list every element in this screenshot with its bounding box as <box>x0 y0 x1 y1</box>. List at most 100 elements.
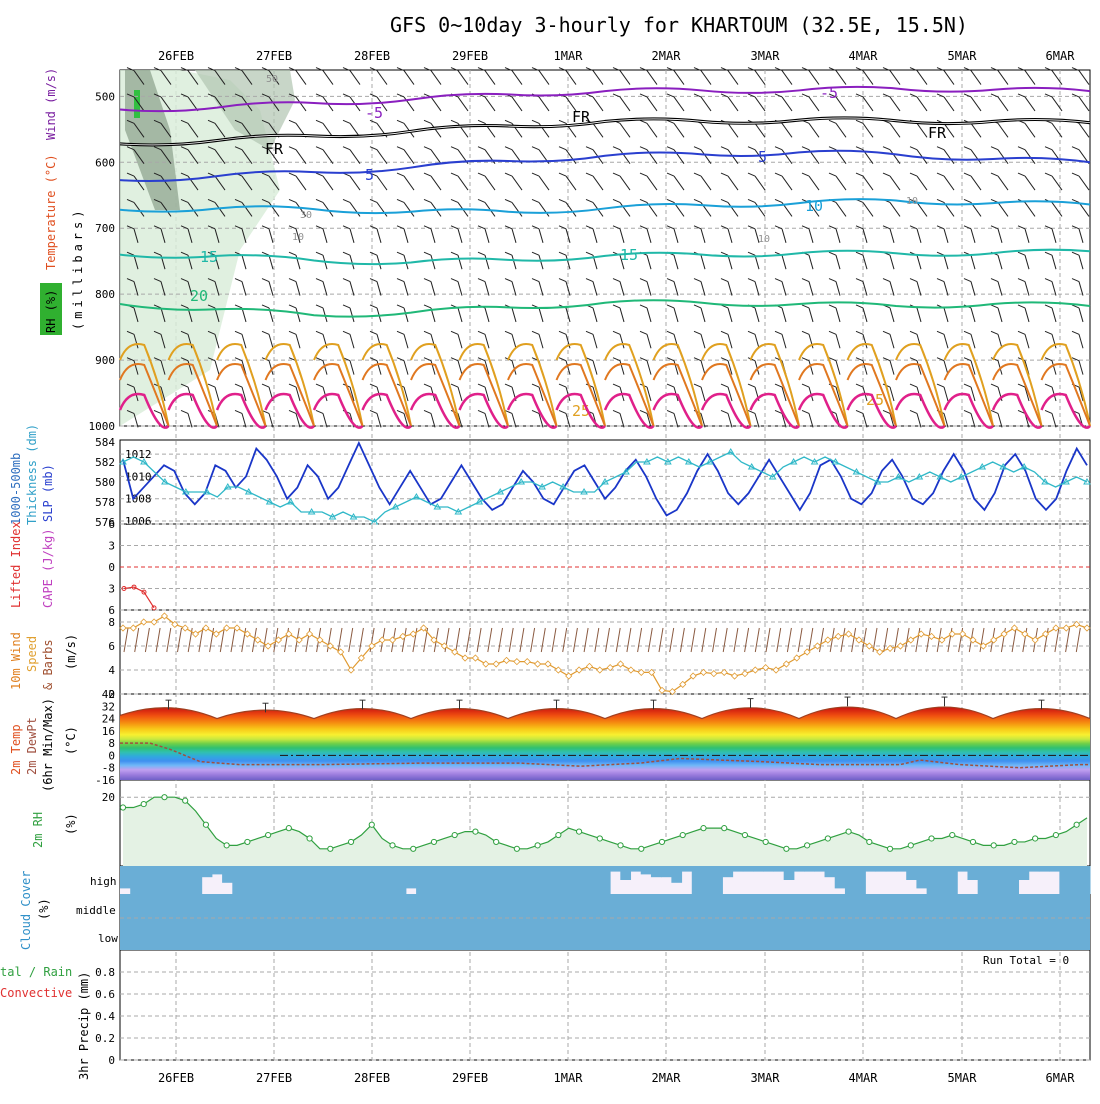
wind10-marker <box>606 664 614 672</box>
wind-barb <box>754 307 760 323</box>
wind-barb <box>268 149 280 164</box>
wind-barb-flag <box>126 93 135 98</box>
wind-barb <box>1024 123 1036 138</box>
wind-barb <box>1024 70 1036 85</box>
wind-barb <box>808 281 814 296</box>
wind-barb-flag <box>639 304 648 309</box>
wind-barb-flag <box>342 146 351 151</box>
wind-barb-flag <box>990 172 999 177</box>
wind-barb-flag <box>207 93 216 98</box>
cloud-high-bar <box>508 866 519 894</box>
wind-barb-flag <box>126 67 135 72</box>
wind-barb-flag <box>396 67 405 72</box>
wind-barb-flag <box>477 409 486 414</box>
wind-barb <box>997 123 1009 138</box>
wind-barb <box>403 413 409 428</box>
wind-barb-flag <box>585 225 594 230</box>
wind-barb-flag <box>639 172 648 177</box>
wind-barb <box>727 70 739 85</box>
wind-barb <box>889 123 901 138</box>
tick-label: 0.4 <box>95 1010 115 1023</box>
wind10-marker <box>865 642 873 650</box>
wind-barb <box>592 307 598 323</box>
wind-barb <box>160 70 172 85</box>
contour-label: -5 <box>820 84 838 102</box>
wind-barb <box>376 70 388 85</box>
wind-barb <box>835 334 841 349</box>
cloud-high-bar <box>712 866 723 894</box>
wind-barb-flag <box>774 383 783 388</box>
wind-barb <box>538 202 550 217</box>
thickness-marker <box>622 468 630 475</box>
wind-barb <box>700 386 706 402</box>
tick-label: 24 <box>102 713 116 726</box>
wind-barb <box>187 70 199 85</box>
thickness-marker <box>810 458 819 465</box>
contour-label: 5 <box>758 148 767 166</box>
bottom-date-axis: 26FEB 27FEB 28FEB 29FEB 1MAR 2MAR 3MAR 4MAR 5MAR… <box>158 1071 1075 1085</box>
wind-barb-flag <box>855 146 864 151</box>
wind-barb-flag <box>963 67 972 72</box>
wind-barb <box>349 70 361 85</box>
wind-barb-flag <box>1017 251 1026 256</box>
wind-barb-flag <box>1071 198 1080 203</box>
wind-barb-flag <box>909 330 918 335</box>
wind-barb <box>403 281 409 296</box>
wind10-marker <box>202 624 210 632</box>
wind10-barb <box>893 627 899 653</box>
wind-barb-flag <box>126 146 135 151</box>
tick-label: 580 <box>95 476 115 489</box>
tick-label: 578 <box>95 496 115 509</box>
wind-barb <box>268 255 274 270</box>
cloud-high-bar <box>314 866 325 894</box>
cloud-high-bar <box>130 866 141 894</box>
wind10-barb <box>1054 627 1060 653</box>
lifted-marker <box>131 584 137 590</box>
wind-barb <box>457 413 463 428</box>
isotherm-line-inner <box>119 117 1091 146</box>
wind-barb <box>754 228 760 243</box>
bottom-date-label: 28FEB <box>354 1071 390 1085</box>
cloud-level-middle: middle <box>76 904 116 917</box>
wind-barb-flag <box>315 172 324 177</box>
wind-barb-flag <box>693 304 702 309</box>
cloud-level-low: low <box>98 932 118 945</box>
wind-barb <box>457 360 463 375</box>
wind-barb-flag <box>369 304 378 309</box>
label-temp-1: 2m Temp <box>9 724 23 775</box>
wind10-barb <box>786 627 792 653</box>
wind-barb-flag <box>180 225 189 230</box>
wind-barb <box>160 96 172 112</box>
wind-barb-flag <box>909 172 918 177</box>
contour-label: FR <box>928 124 947 142</box>
contour-label: FR <box>265 140 284 158</box>
wind-barb-flag <box>261 198 270 203</box>
wind-barb <box>349 149 361 164</box>
thickness-marker <box>1083 478 1091 485</box>
wind-barb-flag <box>423 330 432 335</box>
wind-barb <box>592 96 604 112</box>
cloud-high-bar <box>936 866 948 894</box>
wind-barb <box>835 255 841 270</box>
wind-barb-flag <box>720 67 729 72</box>
wind-barb-flag <box>342 198 351 203</box>
bl-isotherm <box>119 343 1091 427</box>
wind-barb <box>376 202 388 217</box>
wind-barb-flag <box>909 278 918 283</box>
wind10-barb <box>551 627 557 653</box>
cloud-high-bar <box>252 866 264 894</box>
wind-barb-flag <box>369 67 378 72</box>
thickness-marker <box>999 463 1008 470</box>
thickness-marker <box>663 458 672 465</box>
wind-barb-flag <box>369 383 378 388</box>
wind-barb <box>160 202 172 217</box>
wind-barb-flag <box>936 172 945 177</box>
wind-barb-flag <box>855 278 864 283</box>
wind-barb <box>160 149 172 164</box>
thickness-marker <box>684 458 693 465</box>
wind-barb <box>403 360 409 375</box>
wind-barb-flag <box>207 304 216 309</box>
temp-line <box>119 706 1091 720</box>
wind-barb-flag <box>828 67 837 72</box>
